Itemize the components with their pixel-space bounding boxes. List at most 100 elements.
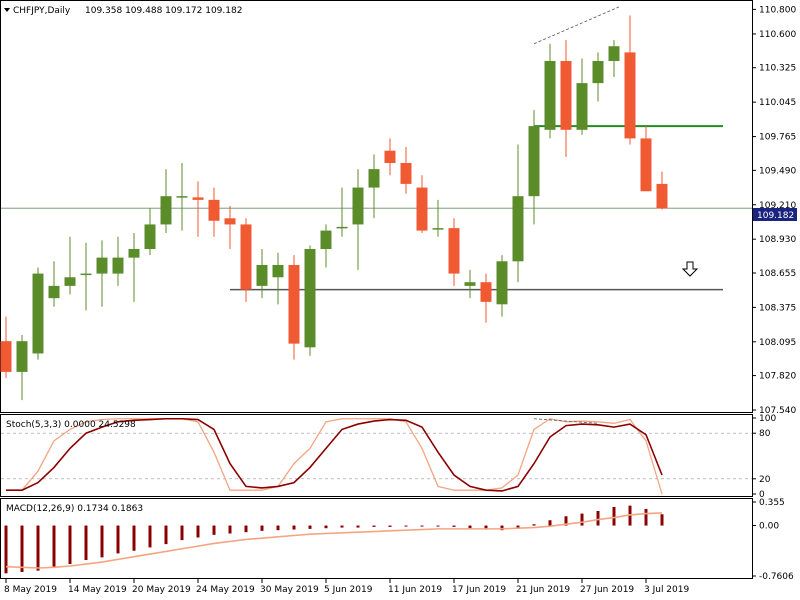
- macd-histogram-bar: [308, 525, 312, 529]
- macd-histogram-bar: [4, 525, 8, 574]
- candle-body: [496, 261, 508, 305]
- time-tick-label: 20 May 2019: [132, 585, 191, 595]
- macd-histogram-bar: [180, 525, 184, 541]
- stoch-tick-label: 100: [759, 414, 776, 424]
- macd-histogram-bar: [404, 525, 408, 527]
- time-tick-label: 3 Jul 2019: [644, 585, 689, 595]
- macd-histogram-bar: [20, 525, 24, 572]
- candle-body: [400, 162, 412, 184]
- macd-histogram-bar: [36, 525, 40, 571]
- candle-body: [192, 197, 204, 200]
- time-tick-label: 17 Jun 2019: [452, 585, 506, 595]
- time-tick-label: 11 Jun 2019: [388, 585, 442, 595]
- candle-body: [240, 224, 252, 290]
- macd-histogram-bar: [132, 525, 136, 551]
- candle-body: [544, 60, 556, 130]
- stoch-tick-label: 20: [759, 475, 771, 485]
- candle-body: [288, 264, 300, 344]
- price-tick-label: 110.325: [759, 64, 796, 74]
- candle-body: [272, 264, 284, 278]
- time-tick-label: 14 May 2019: [68, 585, 127, 595]
- stoch-label: Stoch(5,3,3) 0.0000 24.5298: [6, 420, 136, 430]
- candle-body: [592, 60, 604, 84]
- macd-histogram-bar: [148, 525, 152, 548]
- stoch-divergence-line: [533, 418, 599, 424]
- main-panel-frame: [0, 0, 753, 413]
- stoch-panel-frame: [0, 414, 753, 497]
- time-tick-label: 27 Jun 2019: [580, 585, 634, 595]
- macd-tick-label: 0.00: [759, 522, 779, 532]
- candle-body: [112, 257, 124, 274]
- macd-histogram-bar: [196, 525, 200, 538]
- candle-body: [608, 46, 620, 61]
- macd-histogram-bar: [68, 525, 72, 565]
- macd-histogram-bar: [532, 524, 536, 526]
- macd-histogram-bar: [228, 525, 232, 534]
- candle-body: [640, 138, 652, 192]
- symbol-label: CHFJPY,Daily: [13, 6, 71, 16]
- macd-histogram-bar: [52, 525, 56, 567]
- macd-histogram-bar: [644, 508, 648, 526]
- candle-body: [512, 196, 524, 262]
- candle-body: [96, 257, 108, 274]
- divergence-line: [533, 6, 620, 45]
- macd-histogram-bar: [276, 525, 280, 531]
- candle-body: [160, 196, 172, 225]
- macd-histogram-bar: [612, 506, 616, 526]
- macd-histogram-bar: [356, 525, 360, 528]
- macd-histogram-bar: [548, 520, 552, 526]
- stoch-signal-line: [6, 417, 663, 492]
- candle-body: [528, 126, 540, 197]
- macd-panel: 0.355 0.00 -0.7606: [4, 498, 794, 582]
- candle-body: [144, 224, 156, 250]
- price-tick-label: 109.210: [759, 201, 796, 211]
- macd-histogram-bar: [164, 525, 168, 545]
- candle-body: [256, 264, 268, 286]
- candle-body: [128, 249, 140, 258]
- time-tick-label: 5 Jun 2019: [324, 585, 373, 595]
- candle-body: [176, 196, 188, 198]
- candle-body: [208, 199, 220, 221]
- macd-histogram-bar: [516, 525, 520, 529]
- price-tick-label: 108.930: [759, 235, 796, 245]
- macd-histogram-bar: [100, 525, 104, 558]
- stochastic-panel: 100 80 20 0: [1, 414, 776, 500]
- macd-histogram-bar: [468, 525, 472, 529]
- macd-signal-line: [5, 512, 663, 569]
- candle-body: [464, 282, 476, 286]
- candle-body: [480, 282, 492, 302]
- current-price-tag: [753, 208, 797, 221]
- candle-body: [448, 228, 460, 274]
- candle-body: [32, 273, 44, 354]
- candle-body: [656, 183, 668, 209]
- macd-histogram-bar: [244, 525, 248, 533]
- price-axis: 110.800 110.600 110.325 110.045 109.765 109.4…: [752, 5, 796, 416]
- macd-histogram-bar: [580, 513, 584, 526]
- macd-histogram-bar: [420, 525, 424, 527]
- macd-tick-label: 0.355: [759, 498, 785, 508]
- stoch-tick-label: 0: [759, 490, 765, 500]
- time-tick-label: 24 May 2019: [196, 585, 255, 595]
- price-tick-label: 110.600: [759, 30, 796, 40]
- collapse-triangle-icon[interactable]: [4, 8, 10, 12]
- candle-body: [320, 230, 332, 250]
- candle-body: [624, 52, 636, 139]
- macd-label: MACD(12,26,9) 0.1734 0.1863: [6, 504, 143, 514]
- candle-body: [80, 273, 92, 276]
- candle-body: [0, 341, 12, 372]
- candle-body: [224, 218, 236, 225]
- macd-histogram-bar: [84, 525, 88, 561]
- price-tick-label: 110.800: [759, 5, 796, 15]
- candle-body: [16, 341, 28, 372]
- stoch-tick-label: 80: [759, 429, 771, 439]
- candle-body: [576, 83, 588, 130]
- macd-histogram-bar: [564, 516, 568, 526]
- price-tick-label: 109.765: [759, 133, 796, 143]
- macd-histogram-bar: [452, 525, 456, 527]
- price-tick-label: 108.095: [759, 338, 796, 348]
- candle-body: [352, 187, 364, 225]
- macd-histogram-bar: [484, 525, 488, 530]
- candle-body: [368, 169, 380, 188]
- candle-body: [560, 60, 572, 130]
- macd-histogram-bar: [340, 525, 344, 528]
